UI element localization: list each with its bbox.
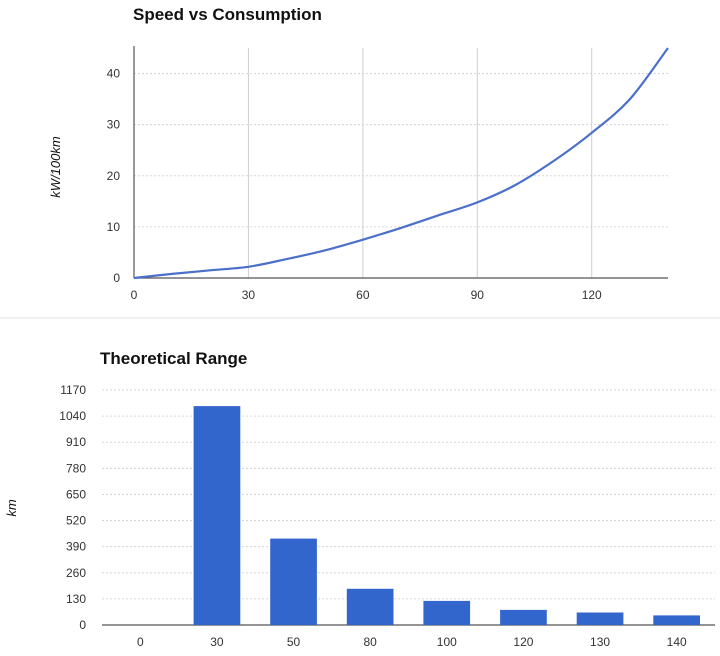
x-tick-label: 0: [137, 635, 144, 649]
x-tick-label: 90: [471, 288, 485, 302]
y-tick-label: 780: [66, 461, 86, 475]
y-tick-label: 0: [79, 618, 86, 632]
x-tick-label: 140: [667, 635, 687, 649]
x-tick-label: 80: [364, 635, 378, 649]
y-tick-label: 390: [66, 540, 86, 554]
chart1-title: Speed vs Consumption: [133, 5, 322, 24]
bar: [500, 609, 547, 625]
bar: [193, 406, 241, 625]
y-tick-label: 10: [107, 220, 121, 234]
y-tick-label: 0: [113, 271, 120, 285]
y-tick-label: 520: [66, 514, 86, 528]
bar: [653, 615, 700, 625]
bar: [576, 612, 624, 625]
y-tick-label: 1170: [60, 383, 86, 397]
bar: [346, 588, 394, 625]
x-tick-label: 0: [131, 288, 138, 302]
bar: [270, 538, 317, 625]
chart2-title: Theoretical Range: [100, 349, 247, 368]
x-tick-label: 130: [590, 635, 610, 649]
y-tick-label: 650: [66, 487, 86, 501]
speed-consumption-chart: Speed vs Consumption kW/100km 0 10 20 30 40 0…: [48, 5, 669, 302]
x-tick-label: 50: [287, 635, 301, 649]
theoretical-range-chart: Theoretical Range km 0 130 260 390 520 650 780…: [4, 349, 715, 649]
chart2-y-axis-label: km: [4, 499, 19, 517]
y-tick-label: 30: [107, 118, 121, 132]
x-tick-label: 120: [582, 288, 602, 302]
series-line: [133, 47, 669, 280]
x-tick-label: 100: [437, 635, 457, 649]
bar: [423, 600, 471, 625]
y-tick-label: 130: [66, 592, 86, 606]
x-tick-label: 120: [513, 635, 533, 649]
x-tick-label: 30: [242, 288, 256, 302]
x-tick-label: 30: [210, 635, 224, 649]
y-tick-label: 20: [107, 169, 121, 183]
chart1-y-axis-label: kW/100km: [48, 136, 63, 198]
x-tick-label: 60: [356, 288, 370, 302]
y-tick-label: 40: [107, 67, 121, 81]
y-tick-label: 1040: [59, 409, 86, 423]
y-tick-label: 260: [66, 566, 86, 580]
y-tick-label: 910: [66, 435, 86, 449]
